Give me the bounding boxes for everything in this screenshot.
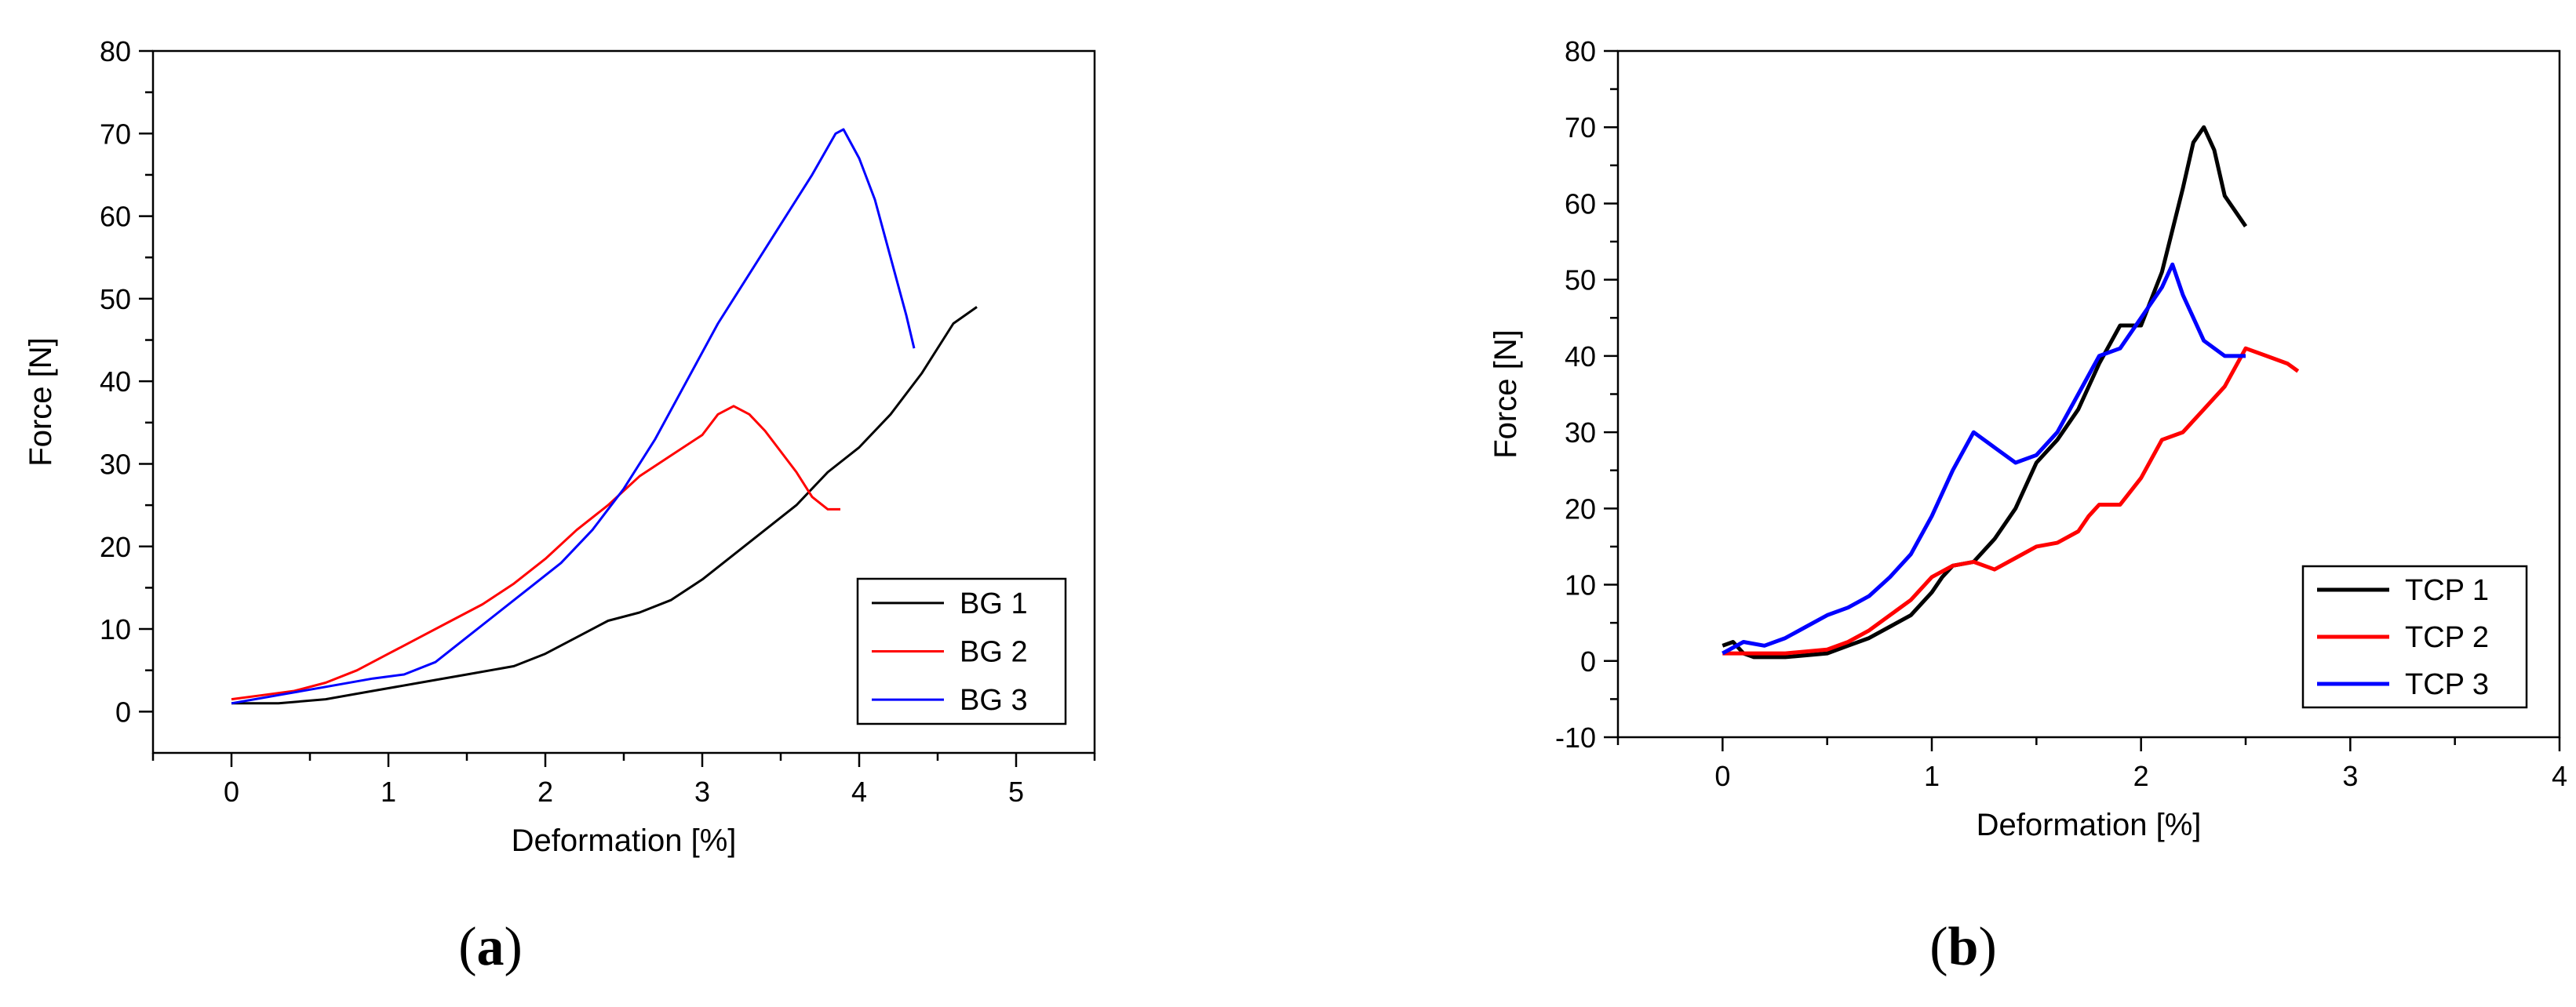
x-tick-label: 2: [2133, 760, 2149, 792]
x-tick-label: 2: [537, 776, 553, 808]
series-line-bg-1: [231, 306, 978, 705]
x-tick-label: 1: [1924, 760, 1940, 792]
legend-label: TCP 1: [2405, 574, 2489, 607]
series-line-tcp-1: [1722, 125, 2248, 660]
y-tick-label: 70: [1565, 111, 1596, 144]
y-tick-label: 40: [100, 365, 131, 398]
y-tick-label: 30: [100, 448, 131, 480]
x-tick-label: 1: [381, 776, 396, 808]
panel-label: (b): [1929, 917, 1997, 977]
panel-label: (a): [458, 917, 523, 977]
y-axis-title: Force [N]: [1488, 329, 1523, 458]
x-tick-label: 3: [2342, 760, 2358, 792]
x-tick-label: 4: [851, 776, 867, 808]
y-tick-label: 70: [100, 118, 131, 150]
y-tick-label: 80: [100, 35, 131, 67]
y-tick-label: 40: [1565, 340, 1596, 373]
legend: BG 1 BG 2 BG 3: [856, 577, 1067, 725]
x-axis-title: Deformation [%]: [1977, 808, 2202, 842]
y-tick-label: 50: [100, 283, 131, 315]
y-tick-label: 10: [1565, 569, 1596, 602]
legend: TCP 1 TCP 2 TCP 3: [2301, 565, 2528, 709]
legend-label: BG 3: [960, 684, 1028, 717]
legend-label: TCP 2: [2405, 621, 2489, 654]
series-line-bg-3: [231, 128, 916, 705]
x-tick-label: 4: [2552, 760, 2567, 792]
y-tick-label: 0: [115, 696, 131, 728]
panel-b: 0 1 2 3 4 -10 0 10 20 30 40 50 60 70 80 Deformation [%]…: [1488, 35, 2567, 977]
y-tick-label: 60: [100, 201, 131, 233]
series-line-tcp-2: [1722, 346, 2300, 656]
x-axis-title: Deformation [%]: [512, 823, 737, 858]
y-tick-label: 20: [1565, 493, 1596, 525]
y-tick-label: -10: [1555, 722, 1596, 754]
y-tick-label: 60: [1565, 187, 1596, 220]
x-tick-label: 0: [224, 776, 239, 808]
legend-label: BG 2: [960, 636, 1028, 669]
series-line-tcp-3: [1722, 262, 2246, 656]
x-tick-label: 3: [694, 776, 710, 808]
y-tick-label: 30: [1565, 416, 1596, 449]
y-tick-label: 0: [1580, 645, 1596, 678]
legend-label: TCP 3: [2405, 668, 2489, 701]
y-tick-label: 80: [1565, 35, 1596, 67]
y-tick-label: 50: [1565, 264, 1596, 296]
y-tick-label: 20: [100, 531, 131, 563]
y-tick-label: 10: [100, 613, 131, 645]
series-line-bg-2: [231, 405, 840, 701]
x-tick-label: 5: [1008, 776, 1024, 808]
y-axis-title: Force [N]: [24, 337, 58, 466]
x-tick-label: 0: [1714, 760, 1730, 792]
legend-label: BG 1: [960, 587, 1028, 620]
